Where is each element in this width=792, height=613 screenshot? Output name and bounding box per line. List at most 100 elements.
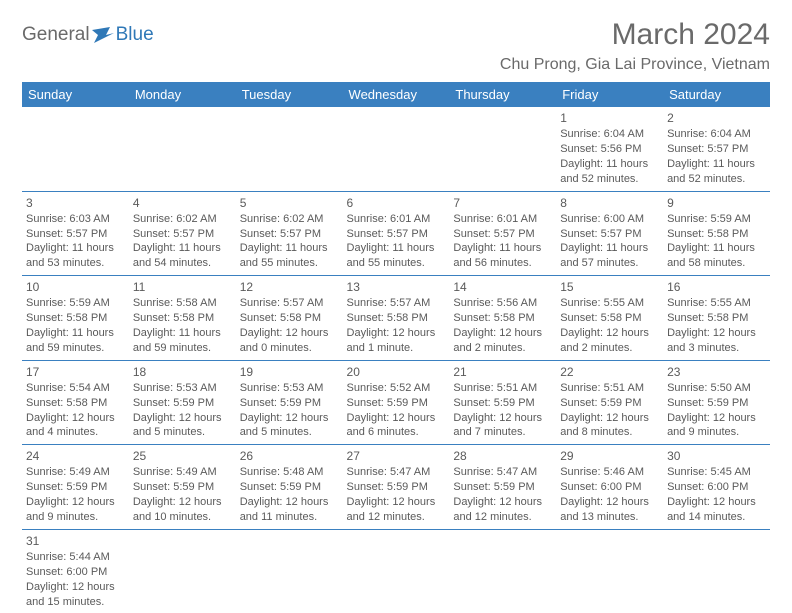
calendar-cell xyxy=(236,107,343,191)
day-detail: and 10 minutes. xyxy=(133,510,232,525)
day-number: 29 xyxy=(560,448,659,464)
day-detail: and 12 minutes. xyxy=(453,510,552,525)
day-detail: Sunrise: 5:59 AM xyxy=(667,212,766,227)
day-detail: and 1 minute. xyxy=(347,341,446,356)
header: General Blue March 2024 Chu Prong, Gia L… xyxy=(22,18,770,74)
calendar-cell: 27Sunrise: 5:47 AMSunset: 5:59 PMDayligh… xyxy=(343,445,450,530)
day-detail: and 55 minutes. xyxy=(347,256,446,271)
day-number: 26 xyxy=(240,448,339,464)
day-detail: Sunrise: 6:04 AM xyxy=(560,127,659,142)
day-detail: Sunrise: 5:48 AM xyxy=(240,465,339,480)
day-number: 8 xyxy=(560,195,659,211)
day-detail: and 6 minutes. xyxy=(347,425,446,440)
day-number: 30 xyxy=(667,448,766,464)
day-detail: Sunset: 6:00 PM xyxy=(560,480,659,495)
calendar-cell: 31Sunrise: 5:44 AMSunset: 6:00 PMDayligh… xyxy=(22,529,129,613)
calendar-cell: 29Sunrise: 5:46 AMSunset: 6:00 PMDayligh… xyxy=(556,445,663,530)
day-header: Friday xyxy=(556,82,663,107)
day-detail: Daylight: 12 hours xyxy=(133,495,232,510)
day-detail: Sunset: 5:59 PM xyxy=(347,396,446,411)
day-detail: Daylight: 11 hours xyxy=(453,241,552,256)
calendar-cell: 20Sunrise: 5:52 AMSunset: 5:59 PMDayligh… xyxy=(343,360,450,445)
flag-icon xyxy=(92,27,114,43)
day-header-row: Sunday Monday Tuesday Wednesday Thursday… xyxy=(22,82,770,107)
day-detail: Sunrise: 5:57 AM xyxy=(240,296,339,311)
calendar-cell: 17Sunrise: 5:54 AMSunset: 5:58 PMDayligh… xyxy=(22,360,129,445)
day-number: 15 xyxy=(560,279,659,295)
day-detail: Daylight: 12 hours xyxy=(240,411,339,426)
day-detail: and 2 minutes. xyxy=(560,341,659,356)
day-number: 25 xyxy=(133,448,232,464)
calendar-cell xyxy=(449,529,556,613)
day-detail: Sunset: 5:57 PM xyxy=(560,227,659,242)
day-number: 5 xyxy=(240,195,339,211)
day-detail: Sunrise: 5:54 AM xyxy=(26,381,125,396)
day-number: 27 xyxy=(347,448,446,464)
day-detail: Daylight: 11 hours xyxy=(347,241,446,256)
day-detail: Sunrise: 5:58 AM xyxy=(133,296,232,311)
day-number: 1 xyxy=(560,110,659,126)
calendar-cell: 14Sunrise: 5:56 AMSunset: 5:58 PMDayligh… xyxy=(449,276,556,361)
day-detail: Sunrise: 5:55 AM xyxy=(667,296,766,311)
day-detail: Sunset: 5:57 PM xyxy=(667,142,766,157)
day-detail: Sunrise: 5:46 AM xyxy=(560,465,659,480)
day-detail: and 9 minutes. xyxy=(26,510,125,525)
day-detail: Sunrise: 6:01 AM xyxy=(347,212,446,227)
day-detail: Sunset: 5:58 PM xyxy=(560,311,659,326)
day-detail: Daylight: 11 hours xyxy=(240,241,339,256)
calendar-cell: 19Sunrise: 5:53 AMSunset: 5:59 PMDayligh… xyxy=(236,360,343,445)
day-detail: Sunset: 5:58 PM xyxy=(240,311,339,326)
calendar-week: 1Sunrise: 6:04 AMSunset: 5:56 PMDaylight… xyxy=(22,107,770,191)
calendar-cell: 16Sunrise: 5:55 AMSunset: 5:58 PMDayligh… xyxy=(663,276,770,361)
day-detail: Daylight: 11 hours xyxy=(667,157,766,172)
day-detail: Sunrise: 5:44 AM xyxy=(26,550,125,565)
day-detail: Daylight: 12 hours xyxy=(667,495,766,510)
day-detail: Sunrise: 5:53 AM xyxy=(240,381,339,396)
day-detail: Sunrise: 5:51 AM xyxy=(453,381,552,396)
day-detail: and 57 minutes. xyxy=(560,256,659,271)
day-detail: Sunset: 5:59 PM xyxy=(240,396,339,411)
calendar-cell xyxy=(449,107,556,191)
day-number: 6 xyxy=(347,195,446,211)
day-detail: and 8 minutes. xyxy=(560,425,659,440)
logo-text-general: General xyxy=(22,24,90,46)
day-detail: and 53 minutes. xyxy=(26,256,125,271)
calendar-cell: 25Sunrise: 5:49 AMSunset: 5:59 PMDayligh… xyxy=(129,445,236,530)
calendar-cell: 26Sunrise: 5:48 AMSunset: 5:59 PMDayligh… xyxy=(236,445,343,530)
day-number: 11 xyxy=(133,279,232,295)
day-number: 17 xyxy=(26,364,125,380)
day-detail: Sunrise: 5:57 AM xyxy=(347,296,446,311)
calendar-cell: 13Sunrise: 5:57 AMSunset: 5:58 PMDayligh… xyxy=(343,276,450,361)
day-detail: Daylight: 12 hours xyxy=(26,495,125,510)
day-detail: Daylight: 12 hours xyxy=(347,495,446,510)
day-detail: Daylight: 11 hours xyxy=(26,326,125,341)
day-number: 2 xyxy=(667,110,766,126)
calendar-cell: 8Sunrise: 6:00 AMSunset: 5:57 PMDaylight… xyxy=(556,191,663,276)
day-detail: Sunset: 6:00 PM xyxy=(667,480,766,495)
day-number: 3 xyxy=(26,195,125,211)
day-detail: Sunset: 5:58 PM xyxy=(453,311,552,326)
day-detail: Sunrise: 5:49 AM xyxy=(133,465,232,480)
day-number: 4 xyxy=(133,195,232,211)
calendar-table: Sunday Monday Tuesday Wednesday Thursday… xyxy=(22,82,770,613)
day-number: 19 xyxy=(240,364,339,380)
day-number: 24 xyxy=(26,448,125,464)
day-detail: and 59 minutes. xyxy=(133,341,232,356)
day-number: 20 xyxy=(347,364,446,380)
calendar-cell: 18Sunrise: 5:53 AMSunset: 5:59 PMDayligh… xyxy=(129,360,236,445)
calendar-cell: 28Sunrise: 5:47 AMSunset: 5:59 PMDayligh… xyxy=(449,445,556,530)
day-detail: and 12 minutes. xyxy=(347,510,446,525)
day-detail: Daylight: 11 hours xyxy=(560,157,659,172)
day-detail: Sunrise: 5:52 AM xyxy=(347,381,446,396)
day-header: Monday xyxy=(129,82,236,107)
calendar-cell: 10Sunrise: 5:59 AMSunset: 5:58 PMDayligh… xyxy=(22,276,129,361)
day-detail: Sunrise: 6:01 AM xyxy=(453,212,552,227)
day-detail: Daylight: 12 hours xyxy=(667,411,766,426)
day-detail: Daylight: 11 hours xyxy=(560,241,659,256)
day-detail: Daylight: 12 hours xyxy=(26,411,125,426)
calendar-cell xyxy=(236,529,343,613)
day-number: 21 xyxy=(453,364,552,380)
calendar-cell: 12Sunrise: 5:57 AMSunset: 5:58 PMDayligh… xyxy=(236,276,343,361)
day-detail: Daylight: 12 hours xyxy=(347,411,446,426)
day-header: Sunday xyxy=(22,82,129,107)
